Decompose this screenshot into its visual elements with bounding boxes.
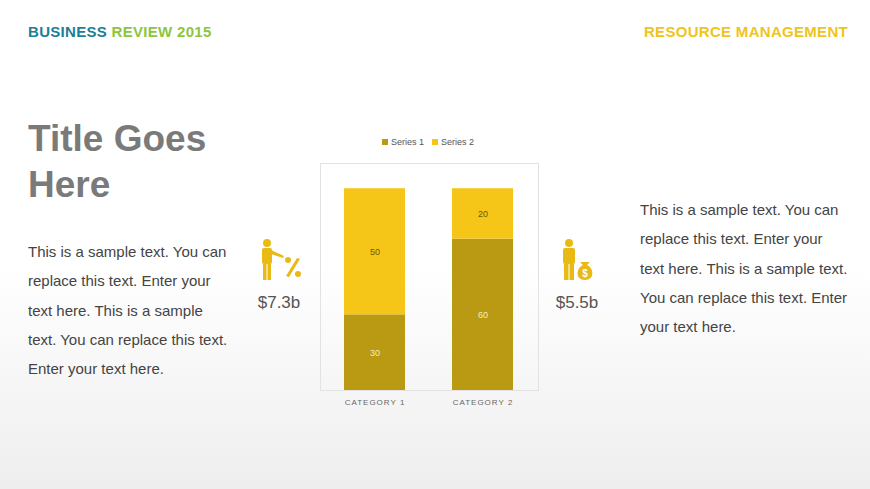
html-text:Title Goes Here: Title Goes Here bbox=[28, 118, 207, 205]
svg-text:20: 20 bbox=[478, 209, 488, 219]
html-text:$5.5b: $5.5b bbox=[555, 293, 599, 312]
svg-text:30: 30 bbox=[370, 348, 380, 358]
html-text:RESOURCE MANAGEMENT: RESOURCE MANAGEMENT bbox=[644, 23, 848, 40]
html-text:This is a sample text. You can: This is a sample text. You can replace t… bbox=[28, 243, 228, 378]
html-text:$7.3b: $7.3b bbox=[257, 293, 301, 312]
html-text:BUSINESS REVIEW 2015: BUSINESS REVIEW 2015 bbox=[28, 23, 212, 40]
svg-text:CATEGORY 1: CATEGORY 1 bbox=[345, 398, 406, 407]
svg-text:50: 50 bbox=[370, 247, 380, 257]
html-text:This is a sample text. You can: This is a sample text. You can replace t… bbox=[640, 201, 848, 336]
html-text:Series 1: Series 1 bbox=[391, 137, 424, 147]
html-text:Series 2: Series 2 bbox=[441, 137, 474, 147]
svg-text:60: 60 bbox=[478, 310, 488, 320]
svg-text:$: $ bbox=[582, 268, 588, 279]
svg-text:CATEGORY 2: CATEGORY 2 bbox=[453, 398, 514, 407]
